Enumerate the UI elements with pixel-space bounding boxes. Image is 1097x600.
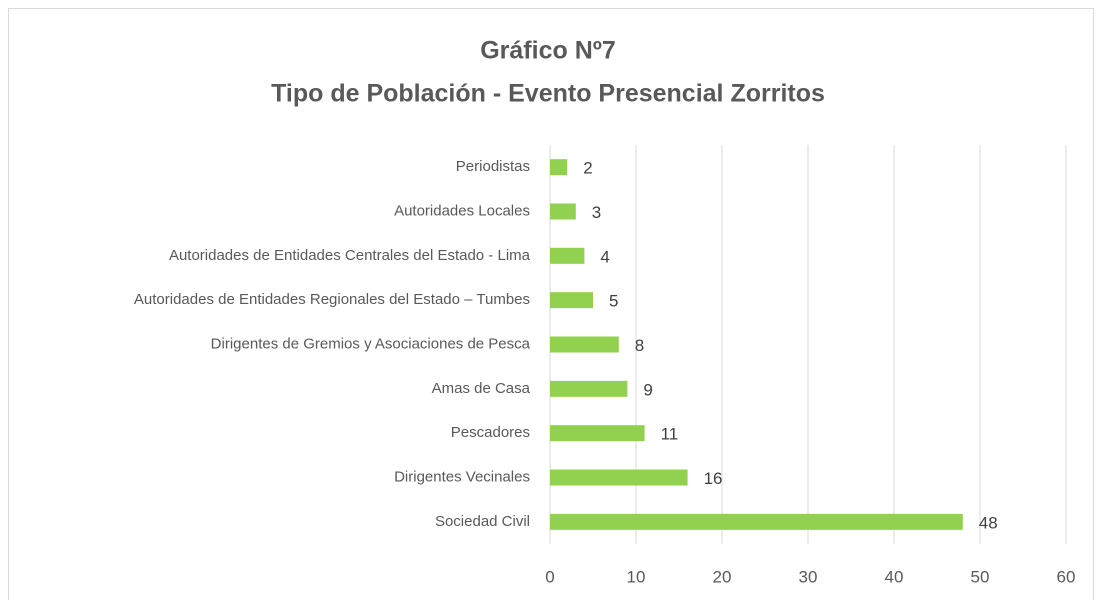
bar [550, 247, 585, 264]
data-label: 3 [592, 203, 601, 222]
data-label: 4 [600, 247, 609, 266]
data-label: 8 [635, 336, 644, 355]
data-label: 11 [661, 425, 679, 444]
bar [550, 469, 688, 486]
x-tick-label: 30 [799, 567, 818, 586]
y-tick-label: Autoridades de Entidades Centrales del E… [169, 247, 531, 264]
y-tick-label: Dirigentes Vecinales [394, 468, 530, 485]
y-tick-label: Periodistas [456, 158, 530, 175]
y-tick-label: Autoridades de Entidades Regionales del … [134, 291, 530, 308]
chart-subtitle: Tipo de Población - Evento Presencial Zo… [271, 80, 825, 108]
x-tick-label: 10 [627, 567, 646, 586]
bar [550, 513, 963, 530]
y-tick-label: Pescadores [451, 424, 530, 441]
data-label: 2 [583, 159, 592, 178]
x-tick-label: 0 [545, 567, 554, 586]
bar [550, 425, 645, 442]
x-tick-label: 40 [885, 567, 904, 586]
bar [550, 336, 619, 353]
chart-title: Gráfico Nº7 [480, 37, 616, 65]
bar [550, 380, 628, 397]
y-tick-label: Autoridades Locales [394, 202, 530, 219]
x-tick-label: 20 [713, 567, 732, 586]
bar [550, 292, 593, 309]
bar [550, 203, 576, 220]
data-label: 5 [609, 292, 618, 311]
data-label: 16 [704, 469, 723, 488]
bar [550, 159, 568, 176]
data-label: 48 [979, 513, 998, 532]
x-tick-label: 60 [1057, 567, 1076, 586]
y-tick-label: Sociedad Civil [435, 513, 530, 530]
x-tick-label: 50 [971, 567, 990, 586]
y-tick-label: Dirigentes de Gremios y Asociaciones de … [211, 335, 531, 352]
y-tick-label: Amas de Casa [432, 380, 531, 397]
data-label: 9 [643, 380, 652, 399]
